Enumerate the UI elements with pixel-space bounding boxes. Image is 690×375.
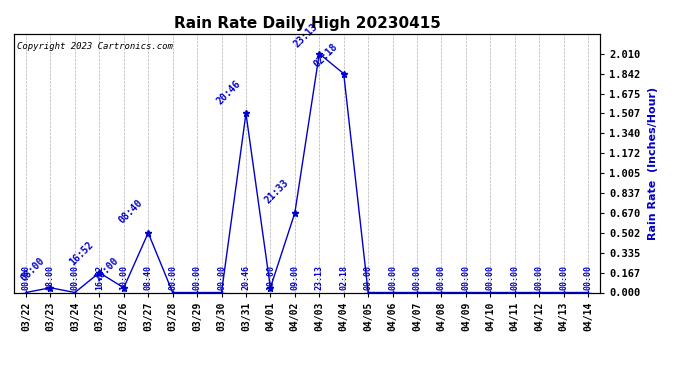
Text: 00:00: 00:00	[193, 265, 201, 290]
Text: 10:00: 10:00	[92, 255, 120, 283]
Text: 20:46: 20:46	[215, 78, 242, 106]
Text: 21:33: 21:33	[264, 178, 291, 206]
Text: 10:00: 10:00	[266, 265, 275, 290]
Text: 09:00: 09:00	[290, 265, 299, 290]
Text: 00:00: 00:00	[168, 265, 177, 290]
Text: 00:00: 00:00	[462, 265, 471, 290]
Text: 00:00: 00:00	[364, 265, 373, 290]
Text: 00:00: 00:00	[559, 265, 568, 290]
Y-axis label: Rain Rate  (Inches/Hour): Rain Rate (Inches/Hour)	[647, 87, 658, 240]
Text: 00:00: 00:00	[413, 265, 422, 290]
Text: 16:52: 16:52	[68, 240, 96, 268]
Text: 08:40: 08:40	[117, 198, 144, 226]
Text: 00:00: 00:00	[388, 265, 397, 290]
Text: 00:00: 00:00	[70, 265, 79, 290]
Text: 00:00: 00:00	[584, 265, 593, 290]
Text: 00:00: 00:00	[437, 265, 446, 290]
Text: 02:18: 02:18	[312, 41, 340, 69]
Text: 08:40: 08:40	[144, 265, 152, 290]
Text: 00:00: 00:00	[21, 265, 30, 290]
Text: 16:52: 16:52	[95, 265, 103, 290]
Text: 02:18: 02:18	[339, 265, 348, 290]
Text: 23:13: 23:13	[315, 265, 324, 290]
Text: Copyright 2023 Cartronics.com: Copyright 2023 Cartronics.com	[17, 42, 172, 51]
Title: Rain Rate Daily High 20230415: Rain Rate Daily High 20230415	[174, 16, 440, 31]
Text: 23:13: 23:13	[291, 21, 319, 49]
Text: 10:00: 10:00	[119, 265, 128, 290]
Text: 00:00: 00:00	[486, 265, 495, 290]
Text: 20:46: 20:46	[241, 265, 250, 290]
Text: 00:00: 00:00	[535, 265, 544, 290]
Text: 08:00: 08:00	[46, 265, 55, 290]
Text: 00:00: 00:00	[217, 265, 226, 290]
Text: 08:00: 08:00	[19, 255, 47, 283]
Text: 00:00: 00:00	[511, 265, 520, 290]
